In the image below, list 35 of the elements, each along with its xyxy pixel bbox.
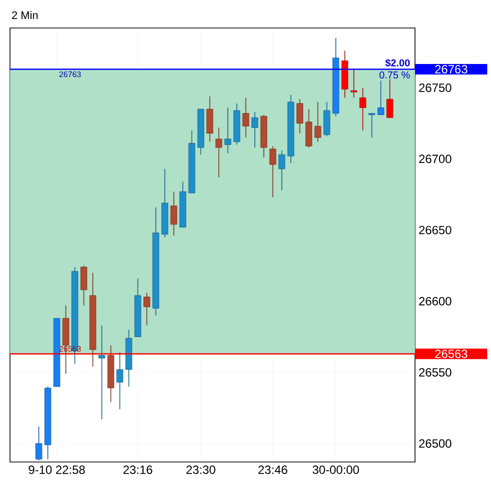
candlestick — [215, 127, 222, 178]
candlestick — [314, 102, 322, 142]
candlestick — [242, 97, 250, 138]
y-tick-label: 26500 — [419, 439, 452, 448]
candlestick — [116, 352, 124, 410]
y-tick-label: 26700 — [419, 154, 452, 164]
candlestick — [251, 112, 258, 148]
candlestick — [98, 324, 106, 420]
chart-title: 2 Min — [12, 11, 38, 19]
x-tick-label: 23:30 — [186, 466, 216, 474]
y-tick-label: 26550 — [419, 368, 452, 377]
candlestick — [224, 107, 232, 154]
y-tick-label: 26650 — [419, 226, 452, 234]
x-tick-label: 30-00:00 — [312, 466, 359, 474]
x-tick-label: 9-10 22:58 — [28, 466, 85, 474]
x-tick-label: 23:46 — [258, 466, 288, 474]
candlestick — [278, 150, 286, 191]
candlestick — [350, 68, 358, 98]
candlestick — [269, 146, 276, 198]
ref-line-label: 26563 — [435, 350, 468, 358]
candlestick — [296, 98, 304, 134]
candlestick — [377, 80, 384, 116]
candlestick — [359, 87, 366, 131]
y-tick-label: 26600 — [419, 296, 452, 306]
candlestick — [170, 191, 178, 236]
candlestick — [143, 292, 150, 326]
candlestick — [35, 426, 42, 461]
candlestick — [80, 265, 88, 306]
annotation: $2.00 — [385, 58, 410, 68]
candlestick — [386, 78, 394, 118]
ref-line-label: 26763 — [435, 65, 468, 74]
annotation: 0.75 % — [379, 71, 410, 78]
x-tick-label: 23:16 — [123, 466, 152, 474]
y-tick-label: 26750 — [419, 84, 452, 92]
candlestick — [368, 112, 376, 138]
